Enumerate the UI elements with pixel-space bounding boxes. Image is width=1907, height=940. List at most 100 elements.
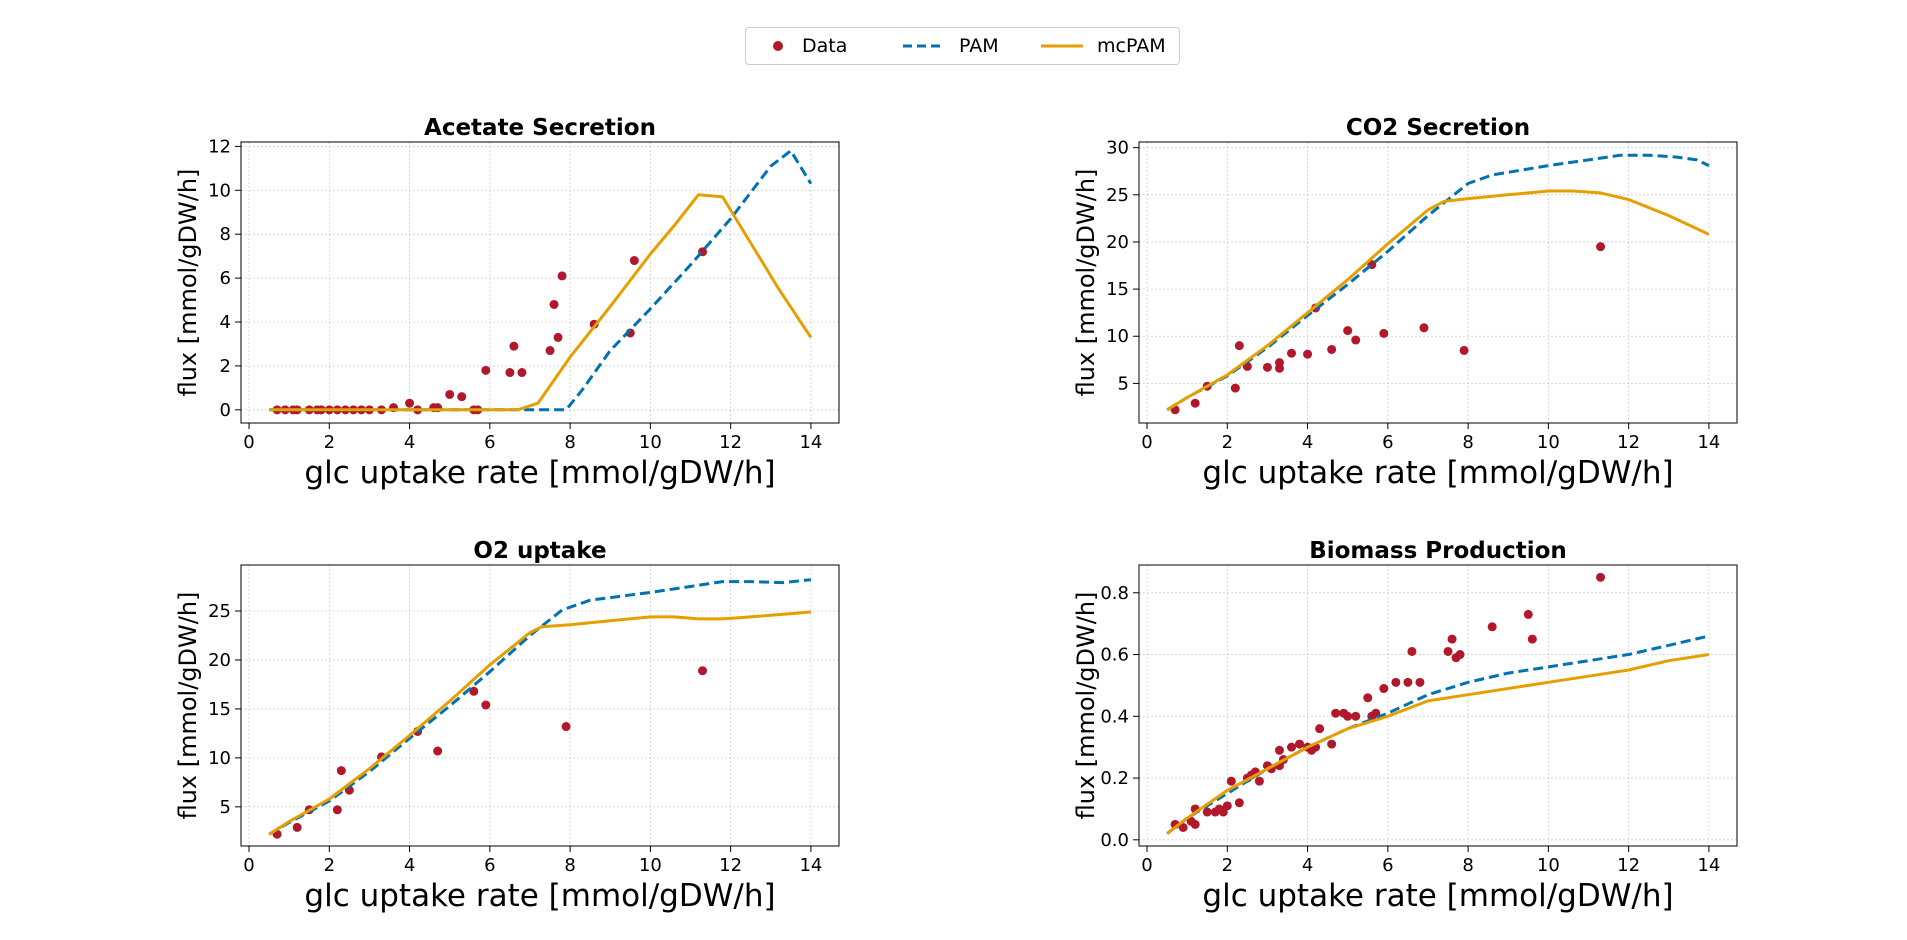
chart-biomass-production-series-data-point-1	[1178, 822, 1188, 832]
chart-biomass-production-xtick-label-7: 14	[1697, 855, 1720, 876]
chart-biomass-production-series-data-point-30	[1343, 711, 1353, 721]
chart-acetate-secretion-xtick-label-3: 6	[484, 432, 495, 453]
chart-biomass-production-series-data-point-37	[1403, 677, 1413, 687]
chart-co2-secretion-xtick-label-4: 8	[1462, 432, 1473, 453]
chart-biomass-production-series-data-point-28	[1331, 708, 1341, 718]
chart-biomass-production-series-pam-line	[1166, 634, 1710, 835]
chart-acetate-secretion-series-data-point-30	[557, 271, 567, 281]
chart-acetate-secretion-ytick-label-3: 6	[220, 268, 231, 289]
chart-co2-secretion-series-data-point-17	[1419, 323, 1429, 333]
chart-acetate-secretion-series-data-point-20	[457, 392, 467, 402]
chart-biomass-production-series-data-point-43	[1455, 650, 1465, 660]
chart-co2-secretion-xtick-label-5: 10	[1537, 432, 1560, 453]
chart-biomass-production-xtick-label-3: 6	[1382, 855, 1393, 876]
chart-biomass-production-series-data-point-10	[1226, 776, 1236, 786]
chart-o2-uptake-xtick-label-4: 8	[564, 855, 575, 876]
chart-biomass-production-xtick-label-0: 0	[1141, 855, 1152, 876]
chart-biomass-production-series-data-point-31	[1351, 711, 1361, 721]
chart-acetate-secretion-series-data-point-33	[629, 256, 639, 266]
chart-biomass-production-series-data-point-32	[1363, 693, 1373, 703]
chart-biomass-production-series-data-point-5	[1202, 807, 1212, 817]
chart-biomass-production-title: Biomass Production	[1309, 538, 1567, 564]
chart-biomass-production-xtick-label-6: 12	[1617, 855, 1640, 876]
chart-biomass-production-series-data-point-41	[1447, 634, 1457, 644]
chart-o2-uptake-frame	[240, 564, 840, 847]
chart-biomass-production-series-data-point-22	[1295, 739, 1305, 749]
chart-biomass-production-series-mcpam-line	[1166, 653, 1710, 835]
chart-acetate-secretion-series-data-point-26	[517, 368, 527, 378]
chart-acetate-secretion-series-data-point-15	[405, 398, 415, 408]
chart-co2-secretion: 0 2 4 6 8 10 12 14 5 10 15 20 25 30 CO2 Secretion glc u…	[1072, 115, 1738, 491]
chart-o2-uptake-series-data-point-10	[481, 700, 491, 710]
chart-acetate-secretion-series-data-point-25	[509, 341, 519, 351]
chart-acetate-secretion: 0 2 4 6 8 10 12 14 0 2 4 6 8 10 12 Acetate Secretion glc…	[174, 115, 840, 491]
chart-o2-uptake-series-mcpam-line	[268, 610, 812, 836]
chart-acetate-secretion-ytick-label-5: 10	[208, 180, 231, 201]
chart-o2-uptake-ytick-label-0: 5	[220, 797, 231, 818]
chart-biomass-production-ytick-label-0: 0.0	[1100, 830, 1129, 851]
chart-biomass-production-ytick-label-1: 0.2	[1100, 768, 1129, 789]
chart-acetate-secretion-series-data-point-28	[549, 299, 559, 309]
chart-co2-secretion-series-data-point-13	[1343, 326, 1353, 336]
chart-acetate-secretion-xtick-label-7: 14	[799, 432, 822, 453]
chart-o2-uptake-xtick-label-5: 10	[639, 855, 662, 876]
chart-co2-secretion-ytick-label-2: 15	[1106, 279, 1129, 300]
chart-acetate-secretion-series-mcpam-line	[269, 193, 813, 412]
legend-marker-data	[773, 41, 783, 51]
chart-biomass-production-frame	[1138, 564, 1738, 847]
legend-item-pam: PAM	[903, 28, 999, 64]
chart-biomass-production-series-data-point-9	[1222, 801, 1232, 811]
chart-acetate-secretion-xtick-label-6: 12	[719, 432, 742, 453]
chart-biomass-production-series-data-point-26	[1315, 724, 1325, 734]
chart-acetate-secretion-xtick-label-0: 0	[243, 432, 254, 453]
chart-co2-secretion-ytick-label-3: 20	[1106, 232, 1129, 253]
chart-biomass-production-series-data-point-36	[1391, 677, 1401, 687]
chart-acetate-secretion-xtick-label-4: 8	[564, 432, 575, 453]
chart-o2-uptake-title: O2 uptake	[473, 538, 606, 564]
chart-co2-secretion-series-data-point-3	[1230, 383, 1240, 393]
chart-o2-uptake-series-data-point-8	[433, 746, 443, 756]
legend-item-data: Data	[768, 28, 847, 64]
chart-co2-secretion-xtick-label-2: 4	[1302, 432, 1313, 453]
chart-acetate-secretion-series-data-point-29	[553, 332, 563, 342]
chart-co2-secretion-ylabel: flux [mmol/gDW/h]	[1072, 169, 1100, 397]
chart-biomass-production-xtick-label-1: 2	[1222, 855, 1233, 876]
chart-biomass-production-xtick-label-5: 10	[1537, 855, 1560, 876]
chart-acetate-secretion-xtick-label-2: 4	[404, 432, 415, 453]
chart-acetate-secretion-series-data-point-19	[445, 389, 455, 399]
chart-biomass-production-plot-area	[1166, 572, 1710, 835]
chart-biomass-production-xtick-label-4: 8	[1462, 855, 1473, 876]
chart-biomass-production-series-data-point-18	[1274, 745, 1284, 755]
chart-biomass-production-series-data-point-47	[1596, 572, 1606, 582]
chart-biomass-production-series-data-point-44	[1487, 622, 1497, 632]
chart-o2-uptake-xtick-label-0: 0	[243, 855, 254, 876]
chart-co2-secretion-xtick-label-6: 12	[1617, 432, 1640, 453]
chart-co2-secretion-series-data-point-10	[1303, 349, 1313, 359]
chart-o2-uptake-xlabel: glc uptake rate [mmol/gDW/h]	[304, 878, 775, 914]
legend-item-mcpam: mcPAM	[1041, 28, 1166, 64]
chart-biomass-production-series-data-point-45	[1523, 609, 1533, 619]
chart-acetate-secretion-series-pam-line	[269, 149, 813, 412]
chart-biomass-production-ylabel: flux [mmol/gDW/h]	[1072, 592, 1100, 820]
chart-acetate-secretion-series-data-point-24	[505, 368, 515, 378]
chart-co2-secretion-xtick-label-0: 0	[1141, 432, 1152, 453]
chart-co2-secretion-series-data-point-1	[1190, 398, 1200, 408]
chart-biomass-production-ytick-label-3: 0.6	[1100, 645, 1129, 666]
chart-co2-secretion-series-data-point-14	[1351, 335, 1361, 345]
chart-biomass-production-series-data-point-35	[1379, 684, 1389, 694]
chart-o2-uptake-xtick-label-2: 4	[404, 855, 415, 876]
chart-acetate-secretion-xtick-label-1: 2	[324, 432, 335, 453]
legend: Data PAM mcPAM	[745, 27, 1180, 65]
chart-o2-uptake-xtick-label-3: 6	[484, 855, 495, 876]
chart-o2-uptake-series-data-point-4	[336, 766, 346, 776]
chart-biomass-production-ytick-label-4: 0.8	[1100, 583, 1129, 604]
chart-o2-uptake-series-data-point-3	[332, 805, 342, 815]
chart-co2-secretion-series-data-point-18	[1459, 345, 1469, 355]
chart-co2-secretion-frame	[1138, 141, 1738, 424]
chart-o2-uptake-ytick-label-4: 25	[208, 601, 231, 622]
chart-co2-secretion-series-data-point-8	[1274, 358, 1284, 368]
chart-o2-uptake-series-data-point-1	[292, 822, 302, 832]
chart-biomass-production-series-data-point-15	[1254, 776, 1264, 786]
chart-co2-secretion-series-data-point-9	[1287, 348, 1297, 358]
